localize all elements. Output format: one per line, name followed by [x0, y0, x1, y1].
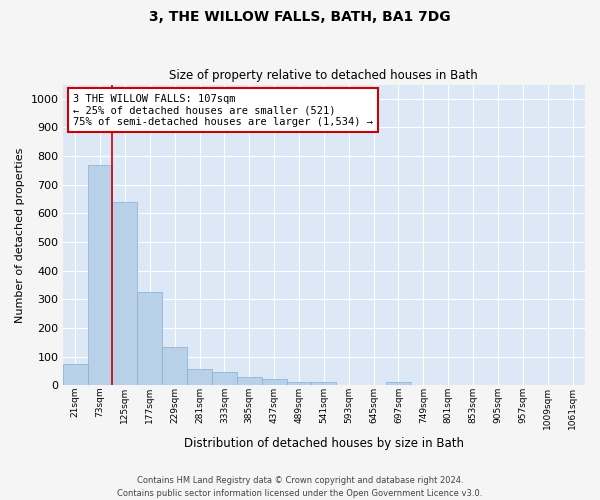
Bar [262, 380, 287, 385]
Text: 3, THE WILLOW FALLS, BATH, BA1 7DG: 3, THE WILLOW FALLS, BATH, BA1 7DG [149, 10, 451, 24]
Bar [386, 382, 411, 385]
Text: 3 THE WILLOW FALLS: 107sqm
← 25% of detached houses are smaller (521)
75% of sem: 3 THE WILLOW FALLS: 107sqm ← 25% of deta… [73, 94, 373, 127]
Bar [162, 346, 187, 385]
Bar [212, 372, 237, 385]
Bar [237, 376, 262, 385]
Bar [137, 292, 162, 385]
Y-axis label: Number of detached properties: Number of detached properties [15, 147, 25, 322]
Bar [63, 364, 88, 385]
Bar [112, 202, 137, 385]
Bar [287, 382, 311, 385]
Bar [311, 382, 336, 385]
X-axis label: Distribution of detached houses by size in Bath: Distribution of detached houses by size … [184, 437, 464, 450]
Title: Size of property relative to detached houses in Bath: Size of property relative to detached ho… [169, 69, 478, 82]
Bar [187, 370, 212, 385]
Bar [88, 164, 112, 385]
Text: Contains HM Land Registry data © Crown copyright and database right 2024.
Contai: Contains HM Land Registry data © Crown c… [118, 476, 482, 498]
